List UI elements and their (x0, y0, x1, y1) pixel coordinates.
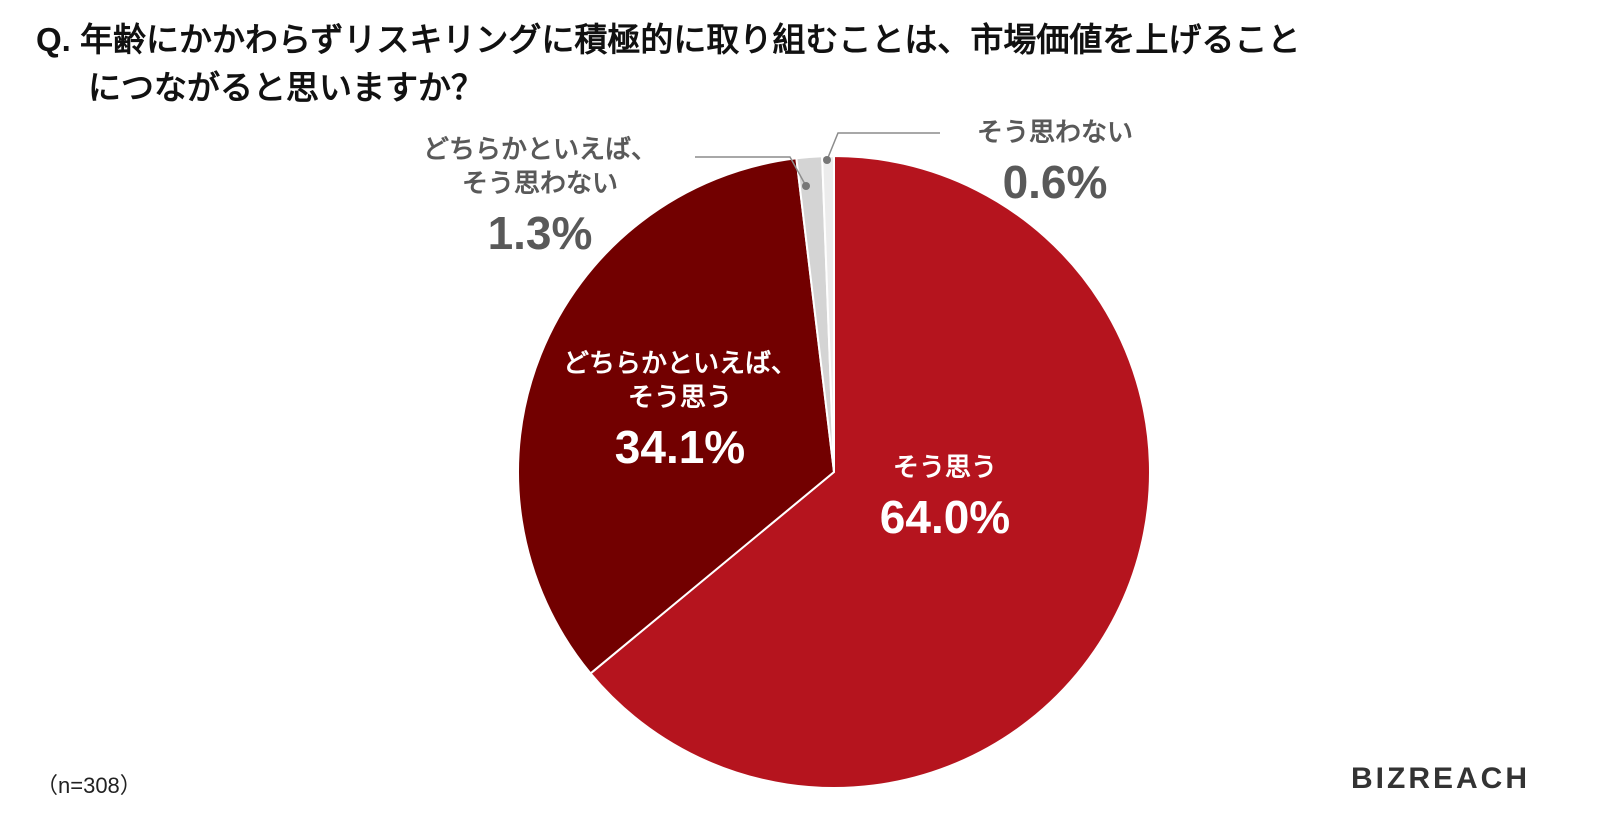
leader-dot (823, 156, 831, 164)
slice-label: そう思う 64.0% (880, 450, 1010, 544)
chart-title: Q. 年齢にかかわらずリスキリングに積極的に取り組むことは、市場価値を上げること… (36, 21, 1301, 106)
leader-line (826, 132, 940, 161)
category-label: そう思う (892, 452, 997, 482)
category-label: どちらかといえば、 そう思う (562, 348, 798, 412)
sample-note: （n=308） (36, 773, 142, 798)
value-label: 1.3% (487, 207, 593, 259)
value-label: 64.0% (879, 491, 1011, 543)
value-label: 34.1% (614, 421, 746, 473)
leader-line (695, 156, 807, 187)
slice-label: そう思わない 0.6% (977, 115, 1133, 209)
slice-label: どちらかといえば、 そう思う 34.1% (563, 346, 797, 474)
slice-label: どちらかといえば、 そう思わない 1.3% (423, 132, 657, 260)
category-label: どちらかといえば、 そう思わない (422, 134, 658, 198)
pie-slice (517, 157, 836, 675)
pie-slice (589, 154, 1151, 789)
value-label: 0.6% (1002, 156, 1108, 208)
leader-dot (802, 182, 810, 190)
category-label: そう思わない (976, 117, 1134, 147)
logo: BIZREACH (1351, 762, 1530, 795)
